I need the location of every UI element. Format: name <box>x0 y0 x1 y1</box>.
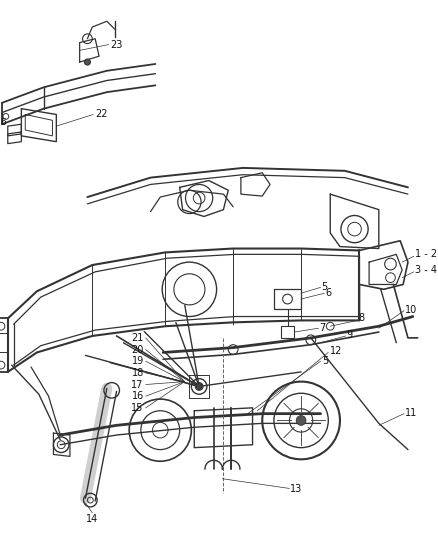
Circle shape <box>85 59 90 65</box>
Text: 14: 14 <box>85 514 98 523</box>
Text: 3 - 4: 3 - 4 <box>415 265 437 275</box>
Text: 20: 20 <box>131 344 144 354</box>
Text: 15: 15 <box>131 403 144 413</box>
Text: 23: 23 <box>111 39 123 50</box>
Text: 17: 17 <box>131 379 144 390</box>
Text: 18: 18 <box>131 368 144 378</box>
Text: 13: 13 <box>290 484 303 495</box>
Text: 5: 5 <box>321 282 328 293</box>
Text: 5: 5 <box>322 356 329 366</box>
Text: 1 - 2: 1 - 2 <box>415 249 437 260</box>
Circle shape <box>196 384 202 390</box>
Text: 11: 11 <box>405 408 417 418</box>
Text: 10: 10 <box>405 305 417 314</box>
Text: 21: 21 <box>131 333 144 343</box>
Text: 6: 6 <box>0 118 6 127</box>
Text: 8: 8 <box>358 313 364 324</box>
Text: 6: 6 <box>325 288 332 298</box>
Text: 22: 22 <box>95 109 108 119</box>
Text: 16: 16 <box>131 391 144 401</box>
Text: 19: 19 <box>131 356 144 366</box>
Circle shape <box>296 416 306 425</box>
Text: 7: 7 <box>320 323 326 333</box>
Text: 9: 9 <box>347 330 353 340</box>
Text: 12: 12 <box>330 346 343 357</box>
